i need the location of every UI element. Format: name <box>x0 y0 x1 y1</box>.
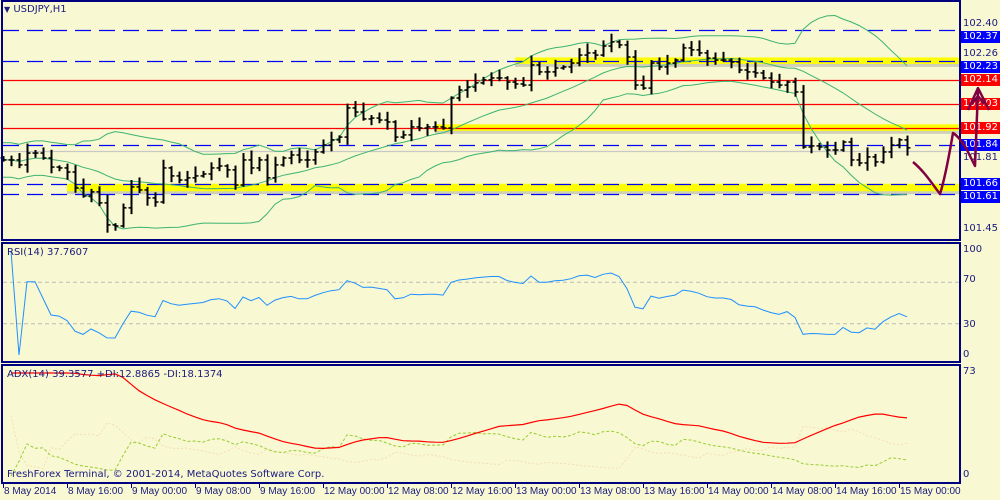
time-label: 15 May 00:00 <box>900 486 961 497</box>
rsi-scale-30: 30 <box>963 319 976 330</box>
rsi-scale-0: 0 <box>963 349 970 360</box>
rsi-label: RSI(14) 37.7607 <box>7 247 89 258</box>
bollinger-upper <box>3 14 908 155</box>
price-label: 102.37 <box>961 31 1000 43</box>
rsi-pane <box>3 250 960 356</box>
price-label: 101.45 <box>963 223 998 234</box>
symbol-title-text: USDJPY,H1 <box>13 4 67 15</box>
time-label: 14 May 08:00 <box>772 486 833 497</box>
price-label: 101.61 <box>961 190 1000 203</box>
price-label: 101.66 <box>961 177 1000 190</box>
copyright-text: FreshForex Terminal, © 2001-2014, MetaQu… <box>7 469 325 480</box>
time-label: 8 May 16:00 <box>68 486 124 497</box>
adx-label: ADX(14) 39.3577 +DI:12.8865 -DI:18.1374 <box>7 369 223 380</box>
price-bars <box>0 33 911 233</box>
symbol-title[interactable]: ▼ USDJPY,H1 <box>4 4 67 15</box>
price-label: 102.23 <box>961 61 1000 74</box>
minus-di-line <box>10 415 908 470</box>
pane-frame-0 <box>1 0 961 241</box>
zone-band <box>67 183 960 192</box>
time-label: 12 May 08:00 <box>388 486 449 497</box>
time-label: 12 May 00:00 <box>324 486 385 497</box>
dropdown-triangle-icon: ▼ <box>4 5 11 14</box>
time-label: 13 May 00:00 <box>516 486 577 497</box>
adx-pane <box>10 372 908 477</box>
plus-di-line <box>10 430 908 477</box>
price-label: 101.84 <box>961 138 1000 151</box>
adx-scale-max: 73 <box>963 366 976 377</box>
time-label: 13 May 16:00 <box>644 486 705 497</box>
price-label: 101.92 <box>961 121 1000 134</box>
rsi-scale-100: 100 <box>963 244 983 255</box>
price-label: 102.03 <box>961 97 1000 110</box>
time-label: 14 May 16:00 <box>836 486 897 497</box>
zone-band <box>435 124 960 131</box>
price-label: 102.40 <box>963 18 998 29</box>
time-label: 9 May 00:00 <box>132 486 188 497</box>
time-label: 14 May 00:00 <box>708 486 769 497</box>
support-resistance-zones <box>67 57 960 195</box>
price-label: 102.26 <box>963 48 998 60</box>
pane-frame-1 <box>1 242 961 363</box>
bollinger-bands <box>3 14 908 230</box>
time-label: 13 May 08:00 <box>580 486 641 497</box>
rsi-line <box>10 250 908 356</box>
horizontal-levels <box>3 29 960 196</box>
price-label: 102.14 <box>961 74 1000 87</box>
time-label: 9 May 16:00 <box>260 486 316 497</box>
pane-frames <box>1 0 961 488</box>
pane-frame-2 <box>1 364 961 484</box>
time-label: 12 May 16:00 <box>452 486 513 497</box>
adx-line <box>11 372 908 450</box>
adx-scale-0: 0 <box>963 469 970 480</box>
time-label: 9 May 08:00 <box>196 486 252 497</box>
zone-band <box>515 57 960 64</box>
bollinger-lower <box>3 80 908 230</box>
time-label: 8 May 2014 <box>4 486 57 497</box>
rsi-scale-70: 70 <box>963 274 976 285</box>
bollinger-middle <box>3 57 908 190</box>
price-label: 101.81 <box>963 151 998 163</box>
